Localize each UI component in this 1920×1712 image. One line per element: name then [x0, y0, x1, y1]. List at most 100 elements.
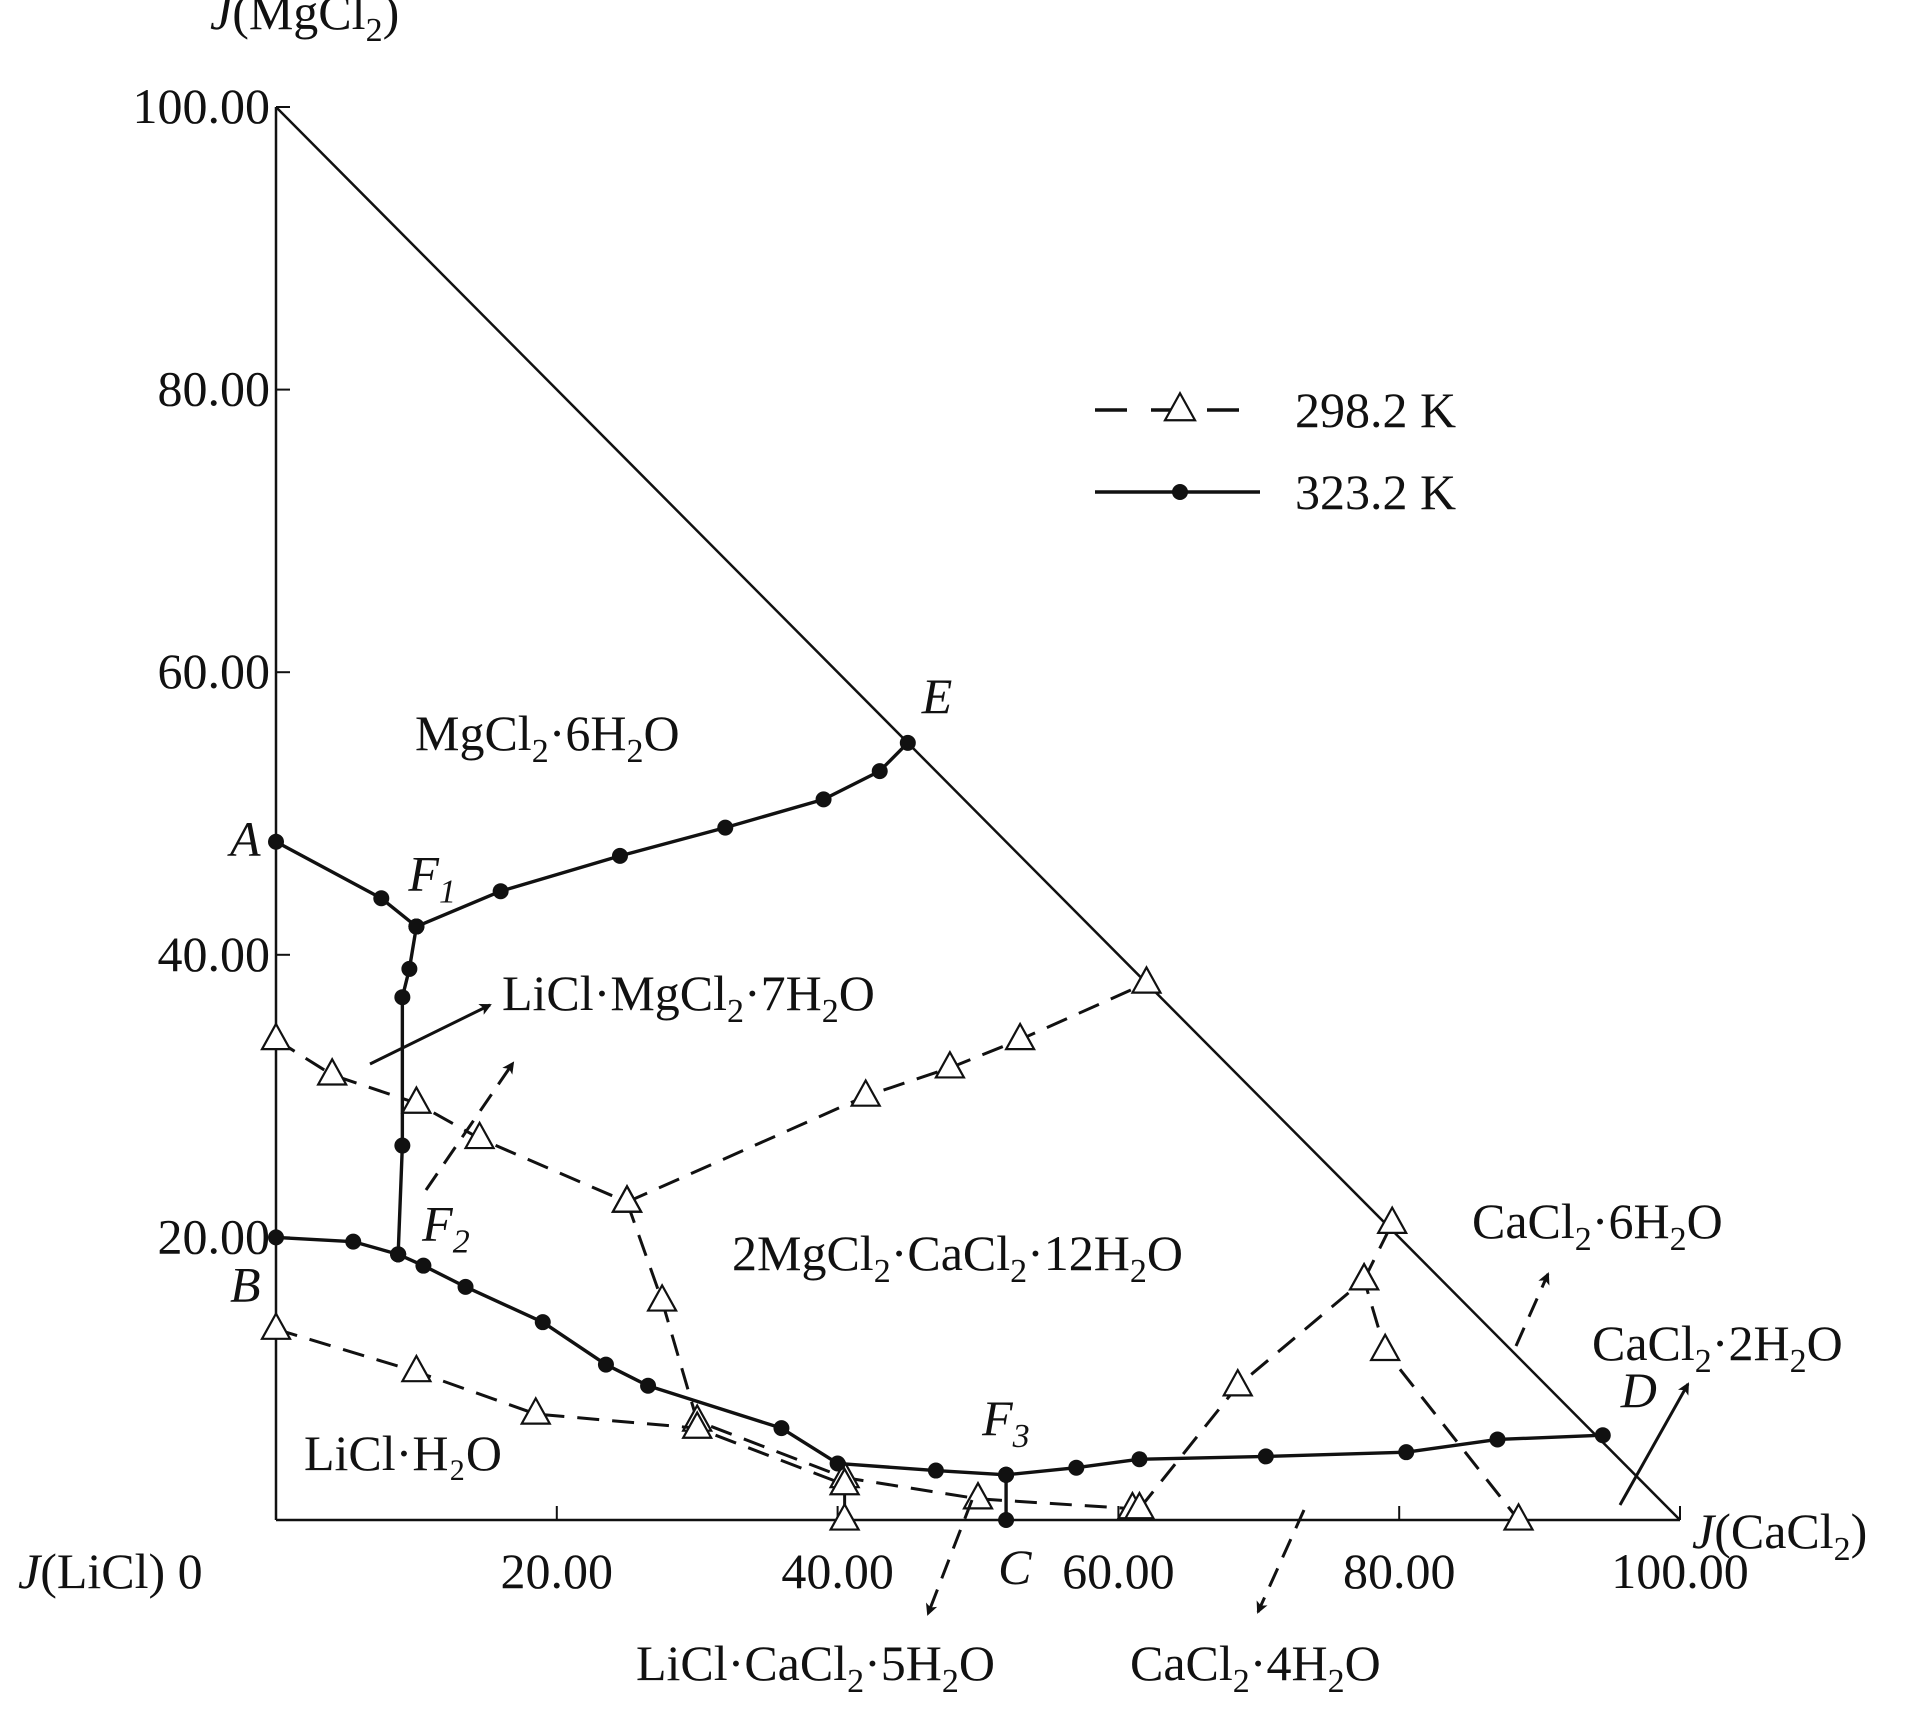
phase-label-subscript: 2 — [1790, 1343, 1807, 1380]
phase-label-subscript: 2 — [1130, 1253, 1147, 1290]
phase-label-subscript: 2 — [532, 733, 549, 770]
point-label-b: B — [230, 1256, 261, 1312]
axes-frame: 20.00 40.00 60.00 80.00 100.00 20.00 40.00 60.0… — [18, 0, 1867, 1599]
series-323K-line — [397, 1252, 1007, 1477]
data-point-323K — [899, 734, 916, 751]
data-point-323K — [390, 1246, 407, 1263]
phase-label-subscript: 2 — [1233, 1663, 1250, 1700]
point-label-subscript: 3 — [1012, 1418, 1030, 1455]
data-point-298K — [1130, 965, 1163, 994]
legend: 298.2 K 323.2 K — [1095, 382, 1456, 520]
phase-label-subscript: 2 — [626, 733, 643, 770]
pointer-arrow — [1618, 1382, 1690, 1506]
data-point-298K — [400, 1353, 433, 1383]
pointer-arrow — [424, 1061, 515, 1191]
y-tick-label: 40.00 — [158, 926, 271, 982]
point-label-subscript: 1 — [439, 874, 456, 911]
point-label-letter: F — [407, 846, 439, 902]
data-point-298K — [400, 1085, 433, 1114]
origin-label-text: (LiCl) 0 — [40, 1543, 202, 1599]
point-label-letter: D — [1620, 1362, 1657, 1418]
y-axis-label-text: (MgCl — [232, 0, 365, 40]
phase-label-mgcl2-6h2o: MgCl2·6H2O — [415, 705, 680, 770]
label-layer: ABCDEF1F2F3MgCl2·6H2OLiCl·MgCl2·7H2O2MgC… — [227, 668, 1843, 1700]
point-label-letter: F — [981, 1390, 1013, 1446]
phase-label-text: ·7H — [744, 965, 822, 1021]
data-point-323K — [415, 1257, 432, 1274]
series-323K-line — [275, 840, 418, 928]
series-298K-line — [1138, 1278, 1520, 1521]
y-tick-label: 100.00 — [133, 78, 271, 134]
point-label-letter: F — [421, 1195, 453, 1251]
phase-label-2mgcl2-cacl2-12h2o: 2MgCl2·CaCl2·12H2O — [732, 1225, 1183, 1290]
phase-label-cacl2-2h2o: CaCl2·2H2O — [1592, 1315, 1843, 1380]
data-point-323K — [394, 1137, 411, 1154]
data-point-298K — [828, 1502, 861, 1531]
series-layer — [260, 734, 1611, 1531]
data-point-298K — [849, 1078, 882, 1107]
data-point-323K — [1131, 1451, 1148, 1468]
phase-label-subscript: 2 — [1575, 1221, 1592, 1258]
series-323K-line — [1005, 1433, 1603, 1477]
arrow-layer — [369, 1003, 1690, 1616]
point-label-d: D — [1620, 1362, 1657, 1418]
phase-label-cacl2-6h2o: CaCl2·6H2O — [1472, 1193, 1723, 1258]
data-point-323K — [717, 819, 734, 836]
phase-label-subscript: 2 — [874, 1253, 891, 1290]
data-point-323K — [345, 1233, 362, 1250]
data-point-298K — [611, 1184, 643, 1213]
data-point-323K — [1257, 1448, 1274, 1465]
data-point-298K — [260, 1021, 292, 1051]
data-point-298K — [1502, 1502, 1535, 1531]
legend-label: 298.2 K — [1295, 382, 1456, 438]
phase-label-text: ·6H — [549, 705, 627, 761]
data-point-323K — [1398, 1444, 1415, 1461]
y-tick-label: 80.00 — [158, 361, 271, 417]
data-point-323K — [871, 763, 888, 780]
point-label-letter: A — [227, 811, 261, 867]
x-tick-label: 80.00 — [1343, 1543, 1456, 1599]
phase-label-text: ·5H — [864, 1635, 942, 1691]
phase-label-text: ·4H — [1250, 1635, 1328, 1691]
data-point-323K — [927, 1462, 944, 1479]
data-point-323K — [492, 883, 509, 900]
data-point-298K — [828, 1466, 861, 1496]
data-point-298K — [463, 1120, 496, 1150]
data-point-323K — [373, 890, 390, 907]
phase-label-cacl2-4h2o: CaCl2·4H2O — [1130, 1635, 1381, 1700]
data-point-323K — [815, 791, 832, 808]
x-axis-label: J(CaCl2) — [1692, 1503, 1867, 1568]
phase-label-text: ·6H — [1592, 1193, 1670, 1249]
point-label-letter: C — [998, 1539, 1032, 1595]
data-point-323K — [401, 960, 418, 977]
phase-label-text: O — [1807, 1315, 1843, 1371]
data-point-323K — [773, 1420, 790, 1437]
phase-label-text: CaCl — [1472, 1193, 1575, 1249]
data-point-323K — [457, 1278, 474, 1295]
phase-label-text: LiCl·H₂O — [304, 1425, 502, 1481]
phase-label-text: O — [643, 705, 679, 761]
series-323K-line — [275, 1235, 399, 1256]
data-point-298K — [519, 1396, 552, 1425]
data-point-323K — [394, 989, 411, 1006]
phase-label-text: ·CaCl — [891, 1225, 1010, 1281]
x-axis-label-subscript: 2 — [1834, 1531, 1851, 1568]
data-point-323K — [597, 1356, 614, 1373]
data-point-323K — [534, 1314, 551, 1331]
data-point-298K — [1348, 1261, 1380, 1291]
data-point-323K — [268, 1229, 284, 1246]
x-tick-label: 40.00 — [781, 1543, 894, 1599]
data-point-298K — [1004, 1021, 1036, 1051]
y-tick-label: 60.00 — [158, 643, 271, 699]
phase-label-text: 2MgCl — [732, 1225, 874, 1281]
phase-label-licl-h2o: LiCl·H₂O — [304, 1425, 502, 1481]
data-point-298K — [934, 1049, 966, 1079]
data-point-323K — [408, 918, 425, 935]
phase-label-licl-mgcl2-7h2o: LiCl·MgCl2·7H2O — [502, 965, 875, 1030]
data-point-323K — [998, 1512, 1015, 1528]
phase-label-text: CaCl — [1130, 1635, 1233, 1691]
x-axis-label-text: (CaCl — [1714, 1503, 1833, 1559]
point-label-c: C — [998, 1539, 1032, 1595]
